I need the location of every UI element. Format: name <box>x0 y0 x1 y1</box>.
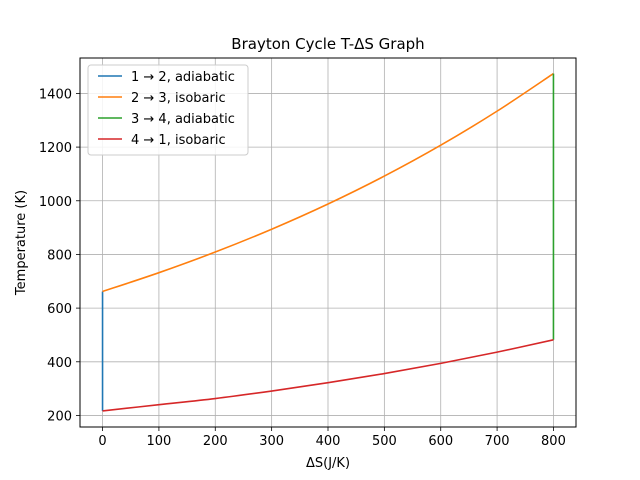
y-tick-label: 1200 <box>39 141 72 156</box>
x-tick-label: 400 <box>316 434 341 449</box>
y-tick-label: 1000 <box>39 195 72 210</box>
y-tick-label: 1400 <box>39 87 72 102</box>
x-tick-label: 800 <box>541 434 566 449</box>
x-axis-label: ΔS(J/K) <box>306 456 350 471</box>
y-axis-label: Temperature (K) <box>14 190 29 296</box>
ticks: 0 100 200 300 400 500 600 700 800 200 400 600 800 100… <box>39 87 566 449</box>
y-tick-label: 600 <box>47 302 72 317</box>
series-line-4 <box>102 339 554 412</box>
x-tick-label: 700 <box>485 434 510 449</box>
x-tick-label: 600 <box>428 434 453 449</box>
series-layer <box>101 72 555 412</box>
legend-label-1: 1 → 2, adiabatic <box>131 70 235 85</box>
legend-label-4: 4 → 1, isobaric <box>131 133 226 148</box>
chart-title: Brayton Cycle T-ΔS Graph <box>231 35 424 53</box>
x-tick-label: 500 <box>372 434 397 449</box>
legend-box <box>87 64 249 156</box>
x-tick-label: 300 <box>259 434 284 449</box>
x-tick-label: 0 <box>98 434 106 449</box>
y-tick-label: 400 <box>47 356 72 371</box>
legend-label-2: 2 → 3, isobaric <box>131 91 226 106</box>
y-tick-label: 800 <box>47 248 72 263</box>
x-tick-label: 100 <box>146 434 171 449</box>
x-tick-label: 200 <box>203 434 228 449</box>
series-line-2 <box>102 72 554 293</box>
legend: 1 → 2, adiabatic 2 → 3, isobaric 3 → 4, ad… <box>87 64 249 156</box>
legend-label-3: 3 → 4, adiabatic <box>131 112 235 127</box>
y-tick-label: 200 <box>47 409 72 424</box>
